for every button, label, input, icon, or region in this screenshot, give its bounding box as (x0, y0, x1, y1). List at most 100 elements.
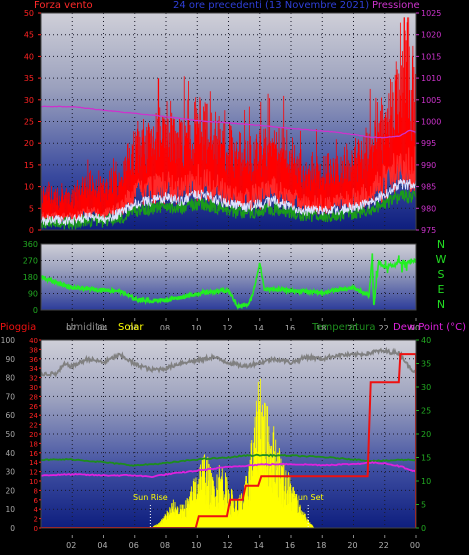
rain-tick-label: 6 (34, 497, 39, 505)
x-tick-label: 02 (66, 541, 76, 550)
rain-tick-label: 26 (29, 403, 38, 411)
pressure-tick-label: 1015 (421, 52, 441, 61)
x-tick-label: 16 (285, 324, 295, 330)
wind-tick-label: 25 (24, 118, 34, 127)
solar-series (150, 378, 315, 528)
pressure-tick-label: 975 (421, 226, 436, 235)
rain-tick-label: 24 (29, 412, 38, 420)
wind-tick-label: 35 (24, 74, 34, 83)
direction-tick-label: 180 (23, 273, 38, 282)
pressure-tick-label: 1005 (421, 96, 441, 105)
humidity-tick-label: 0 (10, 524, 15, 533)
x-tick-label: 12 (222, 541, 232, 550)
humidity-label: Umidita (66, 322, 106, 333)
humidity-tick-label: 10 (5, 505, 15, 514)
wind-tick-label: 30 (24, 96, 34, 105)
direction-tick-label: 360 (23, 240, 38, 249)
rain-tick-label: 32 (29, 375, 38, 383)
wind-direction-line (41, 253, 416, 310)
temperature-tick-label: 5 (421, 501, 426, 510)
humidity-tick-label: 30 (5, 468, 15, 477)
humidity-tick-label: 40 (5, 449, 15, 458)
humidity-tick-label: 60 (5, 411, 15, 420)
wind-tick-label: 45 (24, 31, 34, 40)
rain-tick-label: 8 (34, 487, 38, 495)
pressure-tick-label: 1000 (421, 118, 441, 127)
rain-tick-label: 18 (29, 440, 38, 448)
rain-line (41, 353, 416, 528)
rain-tick-label: 34 (29, 365, 38, 373)
x-tick-label: 04 (97, 324, 107, 330)
x-tick-label: 10 (191, 324, 201, 330)
pressure-tick-label: 1025 (421, 9, 441, 18)
chart-title-period: 24 ore precedenti (13 Novembre 2021) (173, 0, 370, 11)
wind-green-line (41, 190, 416, 230)
rain-tick-label: 22 (29, 422, 38, 430)
rain-tick-label: 14 (29, 459, 38, 467)
wind-average-line (41, 178, 416, 226)
temperature-tick-label: 40 (421, 336, 431, 345)
x-tick-label: 12 (222, 324, 232, 330)
sun-annotation: Sun Rise (133, 493, 168, 502)
direction-tick-label: 270 (23, 257, 38, 266)
humidity-tick-label: 50 (5, 430, 15, 439)
wind-tick-label: 5 (29, 204, 34, 213)
x-tick-label: 06 (129, 324, 139, 330)
x-tick-label: 00 (410, 324, 420, 330)
direction-tick-label: 90 (28, 290, 38, 299)
x-tick-label: 08 (160, 541, 170, 550)
rain-tick-label: 0 (34, 525, 38, 533)
x-tick-label: 02 (66, 324, 76, 330)
x-tick-label: 16 (285, 541, 295, 550)
rain-tick-label: 40 (29, 337, 38, 345)
pressure-axis-title: Pressione (372, 0, 420, 11)
rain-tick-label: 12 (29, 469, 38, 477)
humidity-tick-label: 20 (5, 486, 15, 495)
temperature-tick-label: 20 (421, 430, 431, 439)
dewpoint-label: Dew Point (°C) (393, 322, 467, 333)
x-tick-label: 22 (379, 324, 389, 330)
wind-tick-label: 40 (24, 52, 34, 61)
wind-tick-label: 0 (29, 226, 34, 235)
compass-letter: E (438, 283, 445, 296)
temperature-tick-label: 25 (421, 407, 431, 416)
wind-axis-title: Forza vento (34, 0, 93, 11)
pressure-tick-label: 985 (421, 183, 436, 192)
x-tick-label: 20 (347, 324, 357, 330)
wind-tick-label: 20 (24, 139, 34, 148)
compass-letter: N (437, 238, 445, 251)
wind-tick-label: 15 (24, 161, 34, 170)
x-tick-label: 18 (316, 324, 326, 330)
x-tick-label: 18 (316, 541, 326, 550)
temperature-tick-label: 15 (421, 454, 431, 463)
temperature-tick-label: 10 (421, 477, 431, 486)
temperature-tick-label: 0 (421, 524, 426, 533)
compass-letter: S (438, 268, 445, 281)
pressure-tick-label: 980 (421, 204, 436, 213)
temperature-label: Temperatura (312, 322, 376, 333)
temperature-tick-label: 30 (421, 383, 431, 392)
temperature-line (41, 453, 416, 467)
x-tick-label: 00 (410, 541, 420, 550)
humidity-tick-label: 80 (5, 374, 15, 383)
compass-letter: N (437, 298, 445, 311)
x-tick-label: 10 (191, 541, 201, 550)
rain-tick-label: 36 (29, 356, 38, 364)
humidity-line (41, 346, 416, 378)
rain-tick-label: 28 (29, 393, 38, 401)
rain-label: Pioggia (0, 322, 37, 333)
x-tick-label: 20 (347, 541, 357, 550)
pressure-tick-label: 1020 (421, 31, 441, 40)
pressure-tick-label: 990 (421, 161, 436, 170)
rain-tick-label: 10 (29, 478, 38, 486)
rain-tick-label: 30 (29, 384, 38, 392)
rain-tick-label: 20 (29, 431, 38, 439)
humidity-tick-label: 70 (5, 392, 15, 401)
wind-tick-label: 50 (24, 9, 34, 18)
x-tick-label: 14 (254, 324, 264, 330)
temperature-tick-label: 35 (421, 360, 431, 369)
direction-tick-label: 0 (33, 306, 38, 315)
x-tick-label: 22 (379, 541, 389, 550)
